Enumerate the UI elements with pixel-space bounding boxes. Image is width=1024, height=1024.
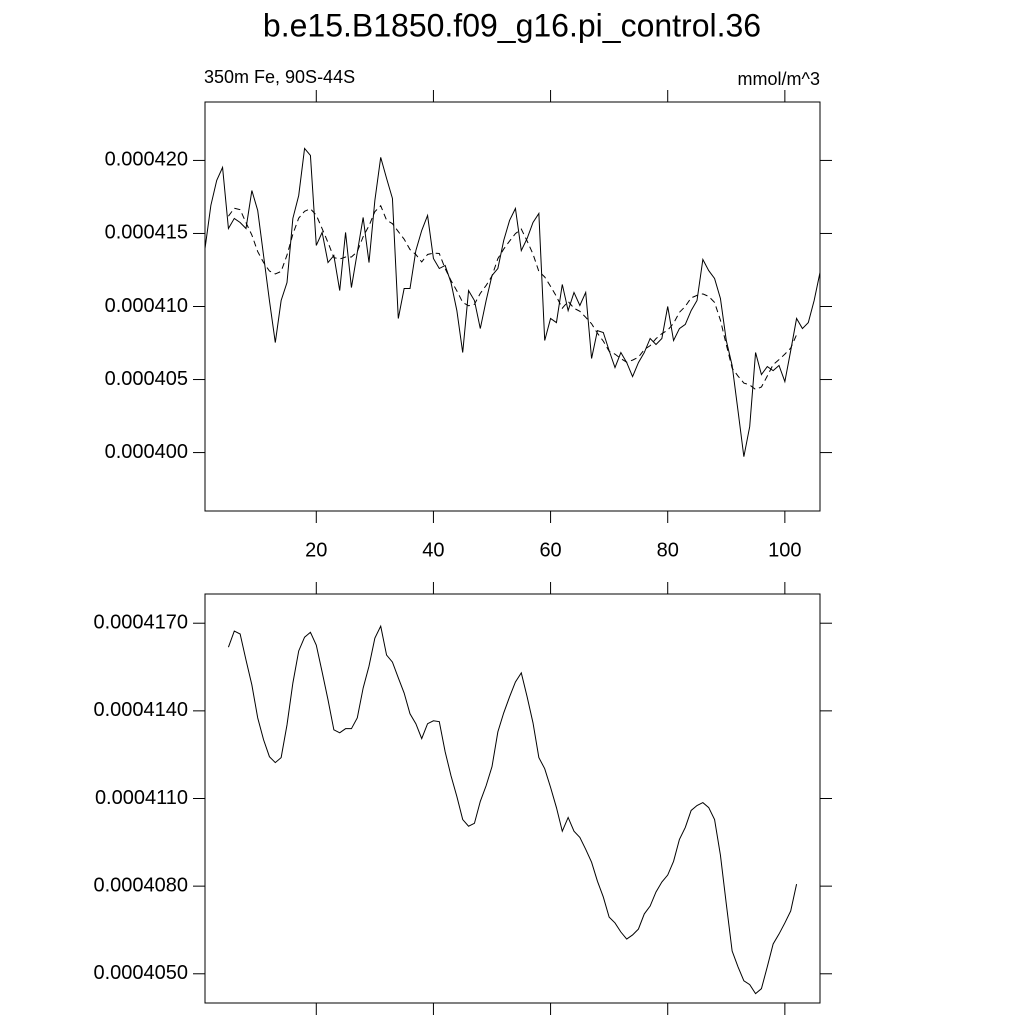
y-tick-label: 0.0004140 <box>93 699 188 721</box>
subtitle-left: 350m Fe, 90S-44S <box>204 67 355 87</box>
plot-frame <box>204 101 821 512</box>
x-tick-label: 20 <box>305 539 327 561</box>
y-tick-label: 0.0004170 <box>93 611 188 633</box>
y-tick-label: 0.0004080 <box>93 874 188 896</box>
y-tick-label: 0.000410 <box>105 295 188 317</box>
y-tick-label: 0.0004050 <box>93 962 188 984</box>
data-line <box>228 204 798 391</box>
x-tick-label: 40 <box>422 539 444 561</box>
subtitle-right: mmol/m^3 <box>738 69 820 89</box>
y-tick-label: 0.000405 <box>105 368 188 390</box>
y-tick-label: 0.000400 <box>105 441 188 463</box>
figure-title: b.e15.B1850.f09_g16.pi_control.36 <box>263 7 761 43</box>
plot-frame <box>204 593 821 1004</box>
data-line <box>204 147 821 457</box>
y-tick-label: 0.000420 <box>105 149 188 171</box>
y-tick-label: 0.000415 <box>105 222 188 244</box>
x-tick-label: 80 <box>657 539 679 561</box>
y-tick-label: 0.0004110 <box>95 787 188 809</box>
x-tick-label: 60 <box>539 539 561 561</box>
data-line <box>227 624 798 995</box>
x-tick-label: 100 <box>768 539 801 561</box>
